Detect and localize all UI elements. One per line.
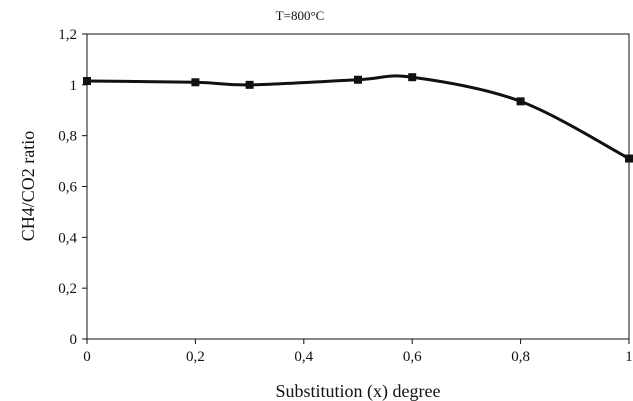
- x-tick-label: 1: [625, 349, 633, 365]
- data-point: [516, 97, 525, 106]
- data-point: [191, 78, 200, 87]
- data-point: [408, 73, 417, 82]
- y-axis-ticks: 0 0,2 0,4 0,6 0,8 1 1,2: [58, 27, 87, 348]
- data-point: [625, 154, 633, 163]
- y-tick-label: 0,2: [58, 281, 77, 297]
- x-axis-title: Substitution (x) degree: [276, 381, 441, 401]
- y-tick-label: 1,2: [58, 27, 77, 43]
- y-tick-label: 0,4: [58, 230, 77, 246]
- x-tick-label: 0,2: [186, 349, 205, 365]
- data-point: [83, 77, 91, 86]
- y-tick-label: 0,8: [58, 129, 77, 145]
- series-layer: [83, 73, 633, 163]
- x-tick-label: 0,4: [294, 349, 313, 365]
- x-tick-label: 0,8: [511, 349, 530, 365]
- x-tick-label: 0,6: [403, 349, 422, 365]
- data-point: [354, 75, 362, 84]
- y-tick-label: 0,6: [58, 180, 77, 196]
- data-point: [245, 80, 254, 89]
- y-tick-label: 1: [70, 78, 78, 94]
- x-axis-ticks: 0 0,2 0,4 0,6 0,8 1: [83, 339, 633, 365]
- chart-title: T=800°C: [276, 8, 325, 23]
- x-tick-label: 0: [83, 349, 91, 365]
- series-line: [86, 74, 630, 160]
- y-axis-title: CH4/CO2 ratio: [18, 131, 38, 242]
- y-tick-label: 0: [70, 332, 78, 348]
